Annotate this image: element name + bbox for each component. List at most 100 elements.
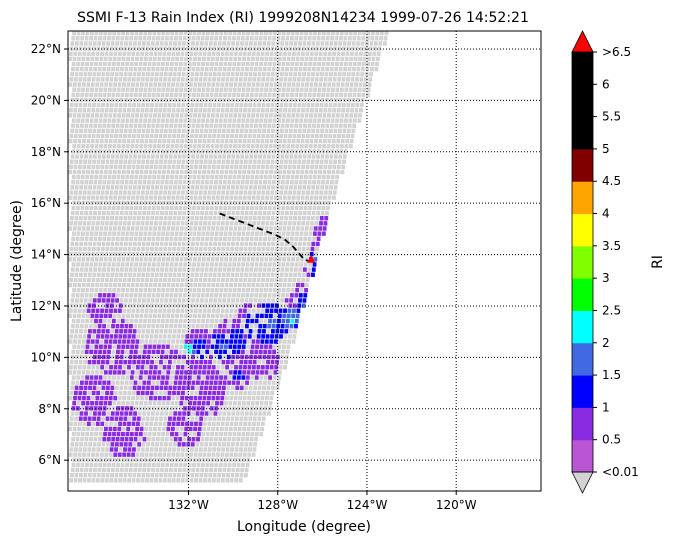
swath-pixel bbox=[240, 467, 245, 473]
swath-pixel bbox=[183, 174, 188, 180]
swath-pixel bbox=[74, 416, 79, 421]
swath-pixel bbox=[180, 308, 185, 313]
swath-pixel bbox=[315, 246, 319, 252]
swath-pixel bbox=[310, 216, 315, 221]
swath-pixel bbox=[96, 77, 100, 82]
rain-pixel bbox=[113, 452, 118, 457]
swath-pixel bbox=[208, 41, 213, 46]
swath-pixel bbox=[169, 149, 174, 154]
swath-pixel bbox=[277, 56, 282, 62]
swath-pixel bbox=[301, 133, 306, 139]
swath-pixel bbox=[346, 72, 351, 77]
swath-pixel bbox=[287, 339, 292, 344]
swath-pixel bbox=[117, 257, 121, 262]
swath-pixel bbox=[274, 221, 279, 226]
swath-pixel bbox=[258, 36, 263, 41]
swath-pixel bbox=[115, 380, 120, 385]
swath-pixel bbox=[123, 102, 128, 108]
swath-pixel bbox=[146, 41, 151, 46]
swath-pixel bbox=[131, 252, 136, 257]
swath-pixel bbox=[333, 154, 338, 159]
swath-pixel bbox=[269, 138, 274, 144]
swath-pixel bbox=[70, 185, 75, 190]
swath-pixel bbox=[139, 200, 144, 205]
rain-pixel bbox=[171, 421, 176, 426]
swath-pixel bbox=[151, 36, 156, 41]
swath-pixel bbox=[279, 77, 283, 82]
swath-pixel bbox=[190, 303, 195, 308]
swath-pixel bbox=[136, 216, 141, 221]
swath-pixel bbox=[183, 87, 188, 92]
swath-pixel bbox=[158, 108, 163, 113]
swath-pixel bbox=[216, 221, 221, 226]
swath-pixel bbox=[104, 51, 109, 56]
swath-pixel bbox=[207, 478, 212, 483]
swath-pixel bbox=[233, 457, 237, 462]
swath-pixel bbox=[75, 236, 80, 241]
swath-pixel bbox=[318, 138, 323, 144]
swath-pixel bbox=[152, 287, 157, 293]
swath-pixel bbox=[182, 267, 187, 272]
swath-pixel bbox=[69, 246, 74, 252]
swath-pixel bbox=[263, 149, 268, 154]
swath-pixel bbox=[236, 437, 241, 442]
swath-pixel bbox=[223, 61, 228, 67]
swath-pixel bbox=[214, 149, 219, 154]
swath-pixel bbox=[160, 149, 165, 154]
swath-pixel bbox=[198, 195, 202, 200]
swath-pixel bbox=[237, 31, 242, 36]
swath-pixel bbox=[232, 401, 237, 406]
swath-pixel bbox=[281, 231, 286, 236]
swath-pixel bbox=[299, 87, 304, 92]
swath-pixel bbox=[292, 164, 297, 169]
swath-pixel bbox=[236, 293, 241, 298]
swath-pixel bbox=[179, 257, 184, 262]
swath-pixel bbox=[117, 113, 122, 118]
swath-pixel bbox=[350, 51, 354, 56]
swath-pixel bbox=[232, 31, 237, 36]
swath-pixel bbox=[139, 113, 144, 118]
swath-pixel bbox=[144, 138, 149, 144]
swath-pixel bbox=[100, 478, 105, 483]
swath-pixel bbox=[289, 97, 294, 103]
swath-pixel bbox=[129, 180, 133, 185]
swath-pixel bbox=[164, 210, 169, 216]
swath-pixel bbox=[114, 390, 118, 396]
swath-pixel bbox=[76, 144, 81, 149]
swath-pixel bbox=[82, 452, 86, 457]
swath-pixel bbox=[101, 154, 106, 159]
swath-pixel bbox=[170, 174, 174, 180]
swath-pixel bbox=[305, 277, 310, 283]
swath-pixel bbox=[69, 108, 73, 113]
swath-pixel bbox=[110, 41, 115, 46]
swath-pixel bbox=[266, 41, 271, 46]
swath-pixel bbox=[81, 282, 86, 288]
swath-pixel bbox=[289, 154, 294, 159]
swath-pixel bbox=[226, 467, 231, 473]
rain-pixel bbox=[133, 411, 137, 416]
swath-pixel bbox=[153, 478, 158, 483]
swath-pixel bbox=[240, 293, 245, 298]
swath-pixel bbox=[74, 272, 79, 277]
swath-pixel bbox=[337, 46, 342, 51]
swath-pixel bbox=[171, 395, 176, 401]
swath-pixel bbox=[69, 133, 74, 139]
swath-pixel bbox=[103, 31, 108, 36]
swath-pixel bbox=[79, 354, 84, 360]
swath-pixel bbox=[196, 174, 201, 180]
swath-pixel bbox=[268, 31, 273, 36]
swath-pixel bbox=[166, 56, 171, 62]
swath-pixel bbox=[211, 82, 216, 87]
swath-pixel bbox=[309, 113, 313, 118]
swath-pixel bbox=[252, 246, 257, 252]
swath-pixel bbox=[234, 447, 239, 452]
swath-pixel bbox=[189, 164, 194, 169]
swath-pixel bbox=[143, 205, 147, 211]
swath-pixel bbox=[241, 318, 246, 324]
swath-pixel bbox=[319, 46, 324, 51]
swath-pixel bbox=[100, 108, 105, 113]
swath-pixel bbox=[222, 41, 227, 46]
swath-pixel bbox=[197, 113, 202, 118]
swath-pixel bbox=[215, 226, 220, 231]
swath-pixel bbox=[261, 390, 266, 396]
